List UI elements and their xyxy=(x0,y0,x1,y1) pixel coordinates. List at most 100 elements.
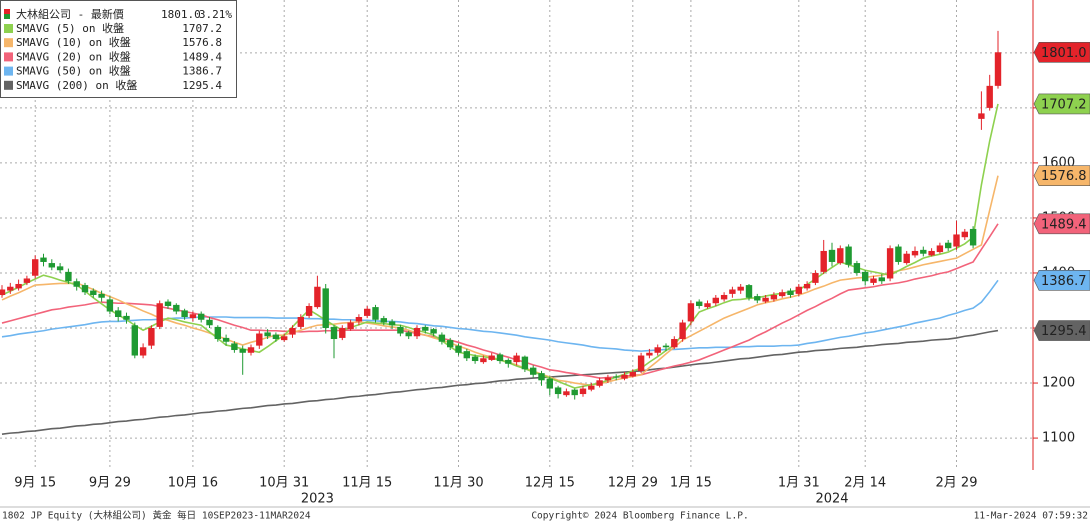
x-tick-label: 11月 15 xyxy=(342,476,392,491)
candle-body xyxy=(198,313,205,320)
legend-swatch xyxy=(4,38,13,48)
candle-body xyxy=(281,336,288,341)
candle-body xyxy=(164,301,172,306)
candle-body xyxy=(588,385,595,390)
candle-body xyxy=(156,303,163,327)
candle-body xyxy=(447,340,454,348)
candle-body xyxy=(895,246,902,262)
candle-body xyxy=(90,290,97,295)
candle-body xyxy=(247,347,255,353)
candle-body xyxy=(754,296,761,301)
candle-body xyxy=(554,387,562,395)
candle-body xyxy=(314,286,321,308)
candle-body xyxy=(148,328,155,346)
candle-body xyxy=(413,328,421,337)
candle-body xyxy=(81,285,89,293)
candle-body xyxy=(496,354,504,362)
value-tag-label: 1489.4 xyxy=(1041,217,1087,232)
candle-body xyxy=(729,289,736,294)
x-tick-label: 10月 31 xyxy=(259,476,309,491)
legend-value: 1576.8 xyxy=(182,36,222,49)
candle-body xyxy=(671,339,678,348)
candle-body xyxy=(305,305,313,316)
candle-body xyxy=(571,389,578,396)
candle-body xyxy=(272,334,280,340)
candle-body xyxy=(745,285,753,298)
legend-value: 1489.4 xyxy=(182,50,222,63)
value-tag xyxy=(1033,165,1090,186)
candle-body xyxy=(936,245,944,253)
candle-body xyxy=(530,367,537,375)
candle-body xyxy=(397,326,404,334)
legend-label: 大林組公司 - 最新價 xyxy=(16,7,124,21)
candle-body xyxy=(297,317,304,327)
candle-body xyxy=(886,248,894,279)
candle-body xyxy=(837,248,844,264)
candle-body xyxy=(231,343,238,351)
candle-body xyxy=(621,374,628,379)
legend-swatch xyxy=(4,66,13,76)
legend-label: SMAVG (200) on 收盤 xyxy=(16,78,137,92)
candle-body xyxy=(762,297,769,302)
value-tag xyxy=(1033,93,1090,115)
candle-body xyxy=(853,263,861,273)
candle-body xyxy=(422,326,429,331)
candle-body xyxy=(994,52,1002,86)
candle-body xyxy=(480,358,487,363)
candle-body xyxy=(820,250,827,272)
candle-body xyxy=(65,271,72,282)
value-tag-label: 1707.2 xyxy=(1041,97,1087,112)
candle-body xyxy=(696,301,703,306)
year-label: 2024 xyxy=(815,492,848,507)
candle-body xyxy=(488,355,495,360)
value-tag xyxy=(1033,269,1090,291)
candle-body xyxy=(98,293,105,298)
x-tick-label: 9月 29 xyxy=(89,476,131,491)
legend-swatch xyxy=(4,24,13,33)
legend-label: SMAVG (50) on 收盤 xyxy=(16,64,131,78)
candle-body xyxy=(961,231,968,238)
value-tag xyxy=(1033,320,1090,341)
candle-body xyxy=(131,325,138,356)
candle-body xyxy=(687,303,695,322)
value-tag-label: 1295.4 xyxy=(1041,324,1087,339)
legend-swatch xyxy=(4,52,13,62)
candle-body xyxy=(812,272,819,283)
candle-body xyxy=(40,257,47,262)
candle-body xyxy=(828,249,836,262)
candle-body xyxy=(256,333,263,346)
candle-body xyxy=(388,321,396,326)
lines xyxy=(1,103,999,436)
legend-label: SMAVG (20) on 收盤 xyxy=(16,49,131,63)
y-tick-label: 1200 xyxy=(1042,376,1075,391)
x-tick-label: 9月 15 xyxy=(14,476,56,491)
candle-body xyxy=(604,377,612,381)
legend-value: 1707.2 xyxy=(182,22,222,35)
candle-body xyxy=(214,326,221,340)
candle-body xyxy=(969,228,977,246)
candle-body xyxy=(380,318,387,323)
candle-body xyxy=(654,347,661,353)
legend-change: 3.21% xyxy=(199,8,232,21)
legend: 大林組公司 - 最新價 1801.03.21% SMAVG (5) on 收盤 170… xyxy=(0,0,237,98)
footer-left: 1802 JP Equity (大林組公司) 黃金 每日 10SEP2023-1… xyxy=(2,510,311,522)
legend-label: SMAVG (5) on 收盤 xyxy=(16,21,124,35)
candle-body xyxy=(920,249,927,254)
candle-body xyxy=(455,345,462,353)
candle-body xyxy=(579,388,587,395)
x-tick-label: 1月 15 xyxy=(670,476,712,491)
candle-body xyxy=(264,332,271,337)
candle-body xyxy=(206,319,213,326)
candle-body xyxy=(679,322,686,340)
value-tag-label: 1386.7 xyxy=(1041,274,1087,289)
candle-body xyxy=(239,348,246,353)
x-tick-label: 11月 30 xyxy=(433,476,483,491)
candle-body xyxy=(139,347,147,356)
candle-body xyxy=(978,113,985,119)
candle-body xyxy=(870,278,877,283)
candle-body xyxy=(779,292,786,297)
candle-body xyxy=(355,317,363,322)
candle-body xyxy=(173,304,180,312)
candle-body xyxy=(438,334,446,342)
